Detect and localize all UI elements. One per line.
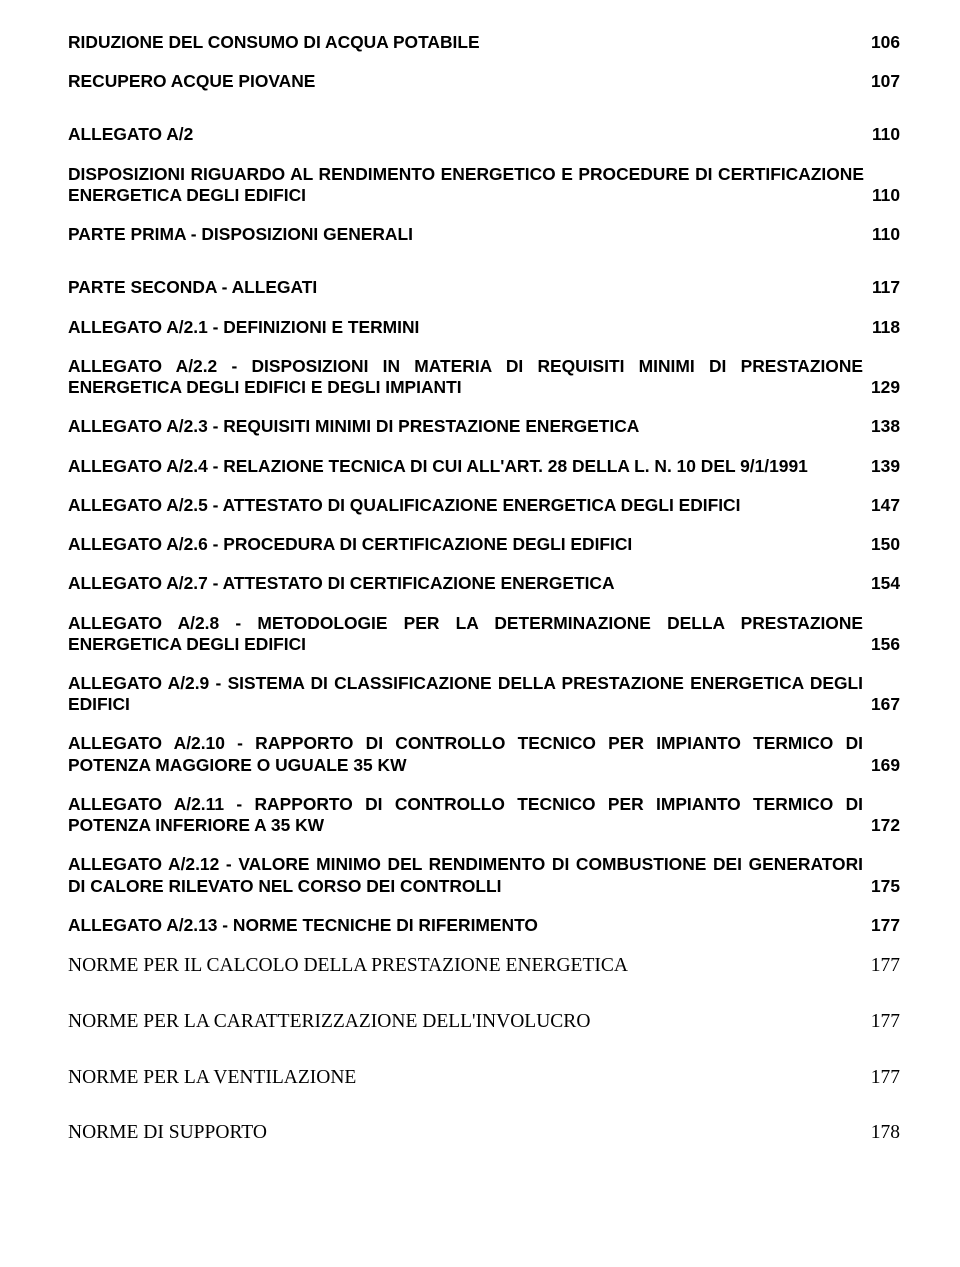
spacer	[68, 1038, 900, 1066]
toc-entry: NORME PER IL CALCOLO DELLA PRESTAZIONE E…	[68, 954, 900, 978]
toc-entry-label: PARTE SECONDA - ALLEGATI	[68, 277, 864, 298]
toc-entry-label: ALLEGATO A/2.12 - VALORE MINIMO DEL REND…	[68, 854, 863, 896]
spacer	[68, 481, 900, 495]
toc-entry: PARTE PRIMA - DISPOSIZIONI GENERALI110	[68, 224, 900, 245]
toc-entry-label: RECUPERO ACQUE PIOVANE	[68, 71, 863, 92]
toc-entry-label: NORME PER LA VENTILAZIONE	[68, 1066, 863, 1090]
spacer	[68, 442, 900, 456]
toc-entry-label: NORME PER LA CARATTERIZZAZIONE DELL'INVO…	[68, 1010, 863, 1034]
spacer	[68, 719, 900, 733]
toc-entry-page: 175	[863, 876, 900, 897]
spacer	[68, 57, 900, 71]
toc-entry-label: ALLEGATO A/2.10 - RAPPORTO DI CONTROLLO …	[68, 733, 863, 775]
toc-entry-page: 118	[864, 317, 900, 338]
spacer	[68, 982, 900, 1010]
toc-entry: ALLEGATO A/2.9 - SISTEMA DI CLASSIFICAZI…	[68, 673, 900, 715]
toc-entry: ALLEGATO A/2.11 - RAPPORTO DI CONTROLLO …	[68, 794, 900, 836]
toc-entry-label: ALLEGATO A/2.8 - METODOLOGIE PER LA DETE…	[68, 613, 863, 655]
spacer	[68, 303, 900, 317]
spacer	[68, 780, 900, 794]
spacer	[68, 520, 900, 534]
toc-entry-label: ALLEGATO A/2.5 - ATTESTATO DI QUALIFICAZ…	[68, 495, 863, 516]
toc-entry: ALLEGATO A/2.8 - METODOLOGIE PER LA DETE…	[68, 613, 900, 655]
spacer	[68, 210, 900, 224]
spacer	[68, 940, 900, 954]
toc-entry: PARTE SECONDA - ALLEGATI117	[68, 277, 900, 298]
toc-entry: ALLEGATO A/2.5 - ATTESTATO DI QUALIFICAZ…	[68, 495, 900, 516]
toc-entry-page: 167	[863, 694, 900, 715]
toc-entry: ALLEGATO A/2.6 - PROCEDURA DI CERTIFICAZ…	[68, 534, 900, 555]
toc-entry-label: ALLEGATO A/2.3 - REQUISITI MINIMI DI PRE…	[68, 416, 863, 437]
spacer	[68, 249, 900, 277]
toc-entry-label: NORME PER IL CALCOLO DELLA PRESTAZIONE E…	[68, 954, 863, 978]
toc-entry: ALLEGATO A/2.4 - RELAZIONE TECNICA DI CU…	[68, 456, 900, 477]
toc-entry-page: 177	[863, 915, 900, 936]
toc-entry: ALLEGATO A/2.7 - ATTESTATO DI CERTIFICAZ…	[68, 573, 900, 594]
toc-entry: ALLEGATO A/2110	[68, 124, 900, 145]
spacer	[68, 1149, 900, 1163]
toc-entry-label: ALLEGATO A/2.7 - ATTESTATO DI CERTIFICAZ…	[68, 573, 863, 594]
toc-entry: ALLEGATO A/2.13 - NORME TECNICHE DI RIFE…	[68, 915, 900, 936]
spacer	[68, 1093, 900, 1121]
toc-entry-page: 139	[863, 456, 900, 477]
spacer	[68, 150, 900, 164]
spacer	[68, 96, 900, 124]
spacer	[68, 559, 900, 573]
toc-entry-page: 178	[863, 1121, 900, 1145]
spacer	[68, 402, 900, 416]
toc-entry-page: 138	[863, 416, 900, 437]
toc-entry-page: 107	[863, 71, 900, 92]
toc-entry: ALLEGATO A/2.12 - VALORE MINIMO DEL REND…	[68, 854, 900, 896]
toc-entry-label: PARTE PRIMA - DISPOSIZIONI GENERALI	[68, 224, 864, 245]
toc-entry-page: 169	[863, 755, 900, 776]
toc-entry-page: 177	[863, 1066, 900, 1090]
toc-entry-page: 110	[864, 185, 900, 206]
spacer	[68, 901, 900, 915]
toc-entry-page: 106	[863, 32, 900, 53]
toc-entry-page: 172	[863, 815, 900, 836]
toc-entry: NORME PER LA CARATTERIZZAZIONE DELL'INVO…	[68, 1010, 900, 1034]
toc-entry: ALLEGATO A/2.1 - DEFINIZIONI E TERMINI11…	[68, 317, 900, 338]
toc-entry-label: ALLEGATO A/2.9 - SISTEMA DI CLASSIFICAZI…	[68, 673, 863, 715]
spacer	[68, 599, 900, 613]
toc-entry: NORME PER LA VENTILAZIONE177	[68, 1066, 900, 1090]
toc-entry-label: ALLEGATO A/2.6 - PROCEDURA DI CERTIFICAZ…	[68, 534, 863, 555]
toc-entry-label: RIDUZIONE DEL CONSUMO DI ACQUA POTABILE	[68, 32, 863, 53]
toc-entry: ALLEGATO A/2.2 - DISPOSIZIONI IN MATERIA…	[68, 356, 900, 398]
toc-entry-page: 117	[864, 277, 900, 298]
toc-entry-label: ALLEGATO A/2.4 - RELAZIONE TECNICA DI CU…	[68, 456, 863, 477]
toc-entry-page: 110	[864, 224, 900, 245]
toc-entry: ALLEGATO A/2.10 - RAPPORTO DI CONTROLLO …	[68, 733, 900, 775]
toc-entry: ALLEGATO A/2.3 - REQUISITI MINIMI DI PRE…	[68, 416, 900, 437]
toc-entry-page: 147	[863, 495, 900, 516]
toc-entry-label: ALLEGATO A/2.2 - DISPOSIZIONI IN MATERIA…	[68, 356, 863, 398]
toc-entry-page: 110	[864, 124, 900, 145]
spacer	[68, 342, 900, 356]
toc-entry: DISPOSIZIONI RIGUARDO AL RENDIMENTO ENER…	[68, 164, 900, 206]
toc-entry: RIDUZIONE DEL CONSUMO DI ACQUA POTABILE1…	[68, 32, 900, 53]
spacer	[68, 659, 900, 673]
toc-entry-page: 156	[863, 634, 900, 655]
toc-entry-page: 129	[863, 377, 900, 398]
spacer	[68, 840, 900, 854]
toc-entry-label: ALLEGATO A/2.1 - DEFINIZIONI E TERMINI	[68, 317, 864, 338]
toc-entry-label: NORME DI SUPPORTO	[68, 1121, 863, 1145]
toc-entry-label: DISPOSIZIONI RIGUARDO AL RENDIMENTO ENER…	[68, 164, 864, 206]
toc-entry-page: 177	[863, 954, 900, 978]
toc-entry-label: ALLEGATO A/2.13 - NORME TECNICHE DI RIFE…	[68, 915, 863, 936]
toc-entry-page: 150	[863, 534, 900, 555]
toc-entry-label: ALLEGATO A/2.11 - RAPPORTO DI CONTROLLO …	[68, 794, 863, 836]
toc-entry-page: 154	[863, 573, 900, 594]
toc-entry: RECUPERO ACQUE PIOVANE107	[68, 71, 900, 92]
toc-entry-label: ALLEGATO A/2	[68, 124, 864, 145]
toc-entry-page: 177	[863, 1010, 900, 1034]
table-of-contents: RIDUZIONE DEL CONSUMO DI ACQUA POTABILE1…	[68, 32, 900, 1163]
toc-entry: NORME DI SUPPORTO178	[68, 1121, 900, 1145]
